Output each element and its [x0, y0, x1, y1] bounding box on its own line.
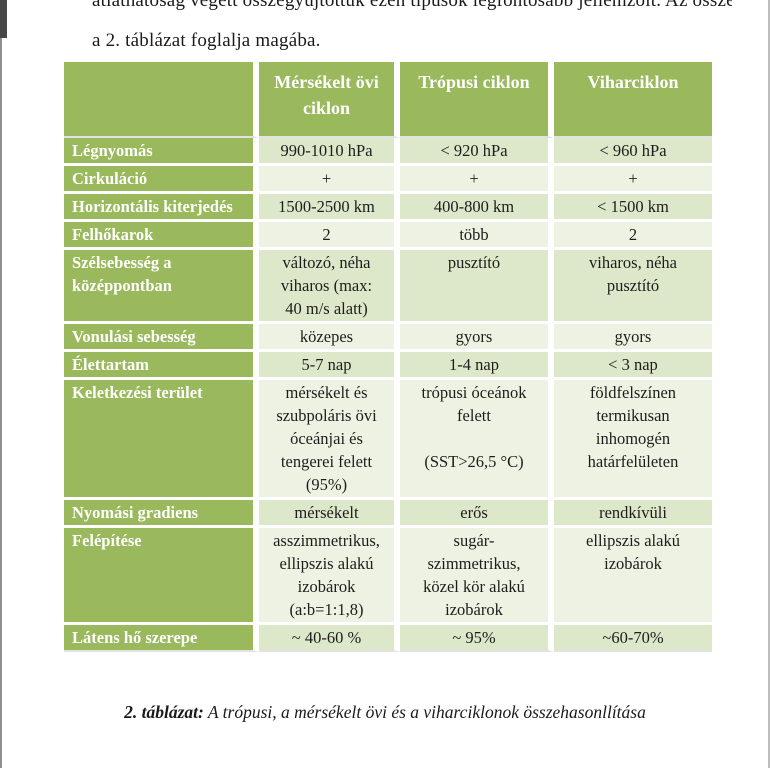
- cell-value: földfelszínen termikusan inhomogén határ…: [554, 380, 712, 500]
- table-caption: 2. táblázat: A trópusi, a mérsékelt övi …: [0, 702, 770, 723]
- row-label: Vonulási sebesség: [64, 324, 259, 352]
- table-row: Keletkezési terület mérsékelt és szubpolá…: [64, 380, 712, 500]
- row-label: Felhőkarok: [64, 222, 259, 250]
- cell-value: 2: [554, 222, 712, 250]
- header-cell-vihar: Viharciklon: [554, 62, 712, 138]
- row-label: Cirkuláció: [64, 166, 259, 194]
- cell-value: 5-7 nap: [259, 352, 400, 380]
- cell-value: asszimmetrikus, ellipszis alakú izobárok…: [259, 528, 400, 625]
- scan-artifact-mark: [0, 0, 7, 38]
- cell-value: +: [554, 166, 712, 194]
- cell-value: 400-800 km: [400, 194, 554, 222]
- cell-value: gyors: [400, 324, 554, 352]
- table-row: Nyomási gradiens mérsékelt erős rendkívüli: [64, 500, 712, 528]
- cell-value: több: [400, 222, 554, 250]
- row-label: Látens hő szerepe: [64, 625, 259, 652]
- cell-value: ~ 95%: [400, 625, 554, 652]
- cell-value: rendkívüli: [554, 500, 712, 528]
- cell-value: 2: [259, 222, 400, 250]
- clipped-paragraph-text: átláthatóság végett összegyűjtöttük ezen…: [92, 0, 732, 11]
- header-cell-tropusi: Trópusi ciklon: [400, 62, 554, 138]
- page-left-border: [0, 0, 2, 768]
- row-label: Szélsebesség a középpontban: [64, 250, 259, 324]
- table-row: Légnyomás 990-1010 hPa < 920 hPa < 960 hPa: [64, 138, 712, 166]
- table-row: Látens hő szerepe ~ 40-60 % ~ 95% ~60-70%: [64, 625, 712, 652]
- cell-value: viharos, néha pusztító: [554, 250, 712, 324]
- header-cell-mersekelt: Mérsékelt övi ciklon: [259, 62, 400, 138]
- clipped-paragraph: átláthatóság végett összegyűjtöttük ezen…: [92, 0, 732, 11]
- cell-value: változó, néha viharos (max: 40 m/s alatt…: [259, 250, 400, 324]
- table-row: Vonulási sebesség közepes gyors gyors: [64, 324, 712, 352]
- cell-value: ~60-70%: [554, 625, 712, 652]
- cell-value: gyors: [554, 324, 712, 352]
- row-label: Élettartam: [64, 352, 259, 380]
- cell-value: sugár- szimmetrikus, közel kör alakú izo…: [400, 528, 554, 625]
- cell-value: +: [259, 166, 400, 194]
- table-row: Cirkuláció + + +: [64, 166, 712, 194]
- page-right-border: [768, 0, 770, 768]
- table-header-row: Mérsékelt övi ciklon Trópusi ciklon Viha…: [64, 62, 712, 138]
- cell-value: 1-4 nap: [400, 352, 554, 380]
- row-label: Nyomási gradiens: [64, 500, 259, 528]
- cell-value: közepes: [259, 324, 400, 352]
- row-label: Keletkezési terület: [64, 380, 259, 500]
- cell-value: 1500-2500 km: [259, 194, 400, 222]
- table-row: Felépítése asszimmetrikus, ellipszis alak…: [64, 528, 712, 625]
- cell-value: ellipszis alakú izobárok: [554, 528, 712, 625]
- table-row: Élettartam 5-7 nap 1-4 nap < 3 nap: [64, 352, 712, 380]
- cell-value: < 920 hPa: [400, 138, 554, 166]
- cell-value: mérsékelt és szubpoláris övi óceánjai és…: [259, 380, 400, 500]
- table-caption-label: 2. táblázat:: [124, 702, 204, 722]
- table-body: Légnyomás 990-1010 hPa < 920 hPa < 960 hPa C…: [64, 138, 712, 652]
- row-label: Légnyomás: [64, 138, 259, 166]
- row-label: Horizontális kiterjedés: [64, 194, 259, 222]
- cell-value: +: [400, 166, 554, 194]
- table-caption-text: A trópusi, a mérsékelt övi és a viharcik…: [203, 702, 646, 722]
- cell-value: < 960 hPa: [554, 138, 712, 166]
- cell-value: < 3 nap: [554, 352, 712, 380]
- table-row: Felhőkarok 2 több 2: [64, 222, 712, 250]
- table-row: Szélsebesség a középpontban változó, néha…: [64, 250, 712, 324]
- cell-value: mérsékelt: [259, 500, 400, 528]
- row-label: Felépítése: [64, 528, 259, 625]
- cell-value: trópusi óceánok felett (SST>26,5 °C): [400, 380, 554, 500]
- cell-value: 990-1010 hPa: [259, 138, 400, 166]
- header-cell-empty: [64, 62, 259, 138]
- cell-value: ~ 40-60 %: [259, 625, 400, 652]
- cell-value: erős: [400, 500, 554, 528]
- cell-value: pusztító: [400, 250, 554, 324]
- table-row: Horizontális kiterjedés 1500-2500 km 400-8…: [64, 194, 712, 222]
- cell-value: < 1500 km: [554, 194, 712, 222]
- intro-text: a 2. táblázat foglalja magába.: [92, 30, 321, 51]
- cyclone-comparison-table: Mérsékelt övi ciklon Trópusi ciklon Viha…: [64, 62, 712, 652]
